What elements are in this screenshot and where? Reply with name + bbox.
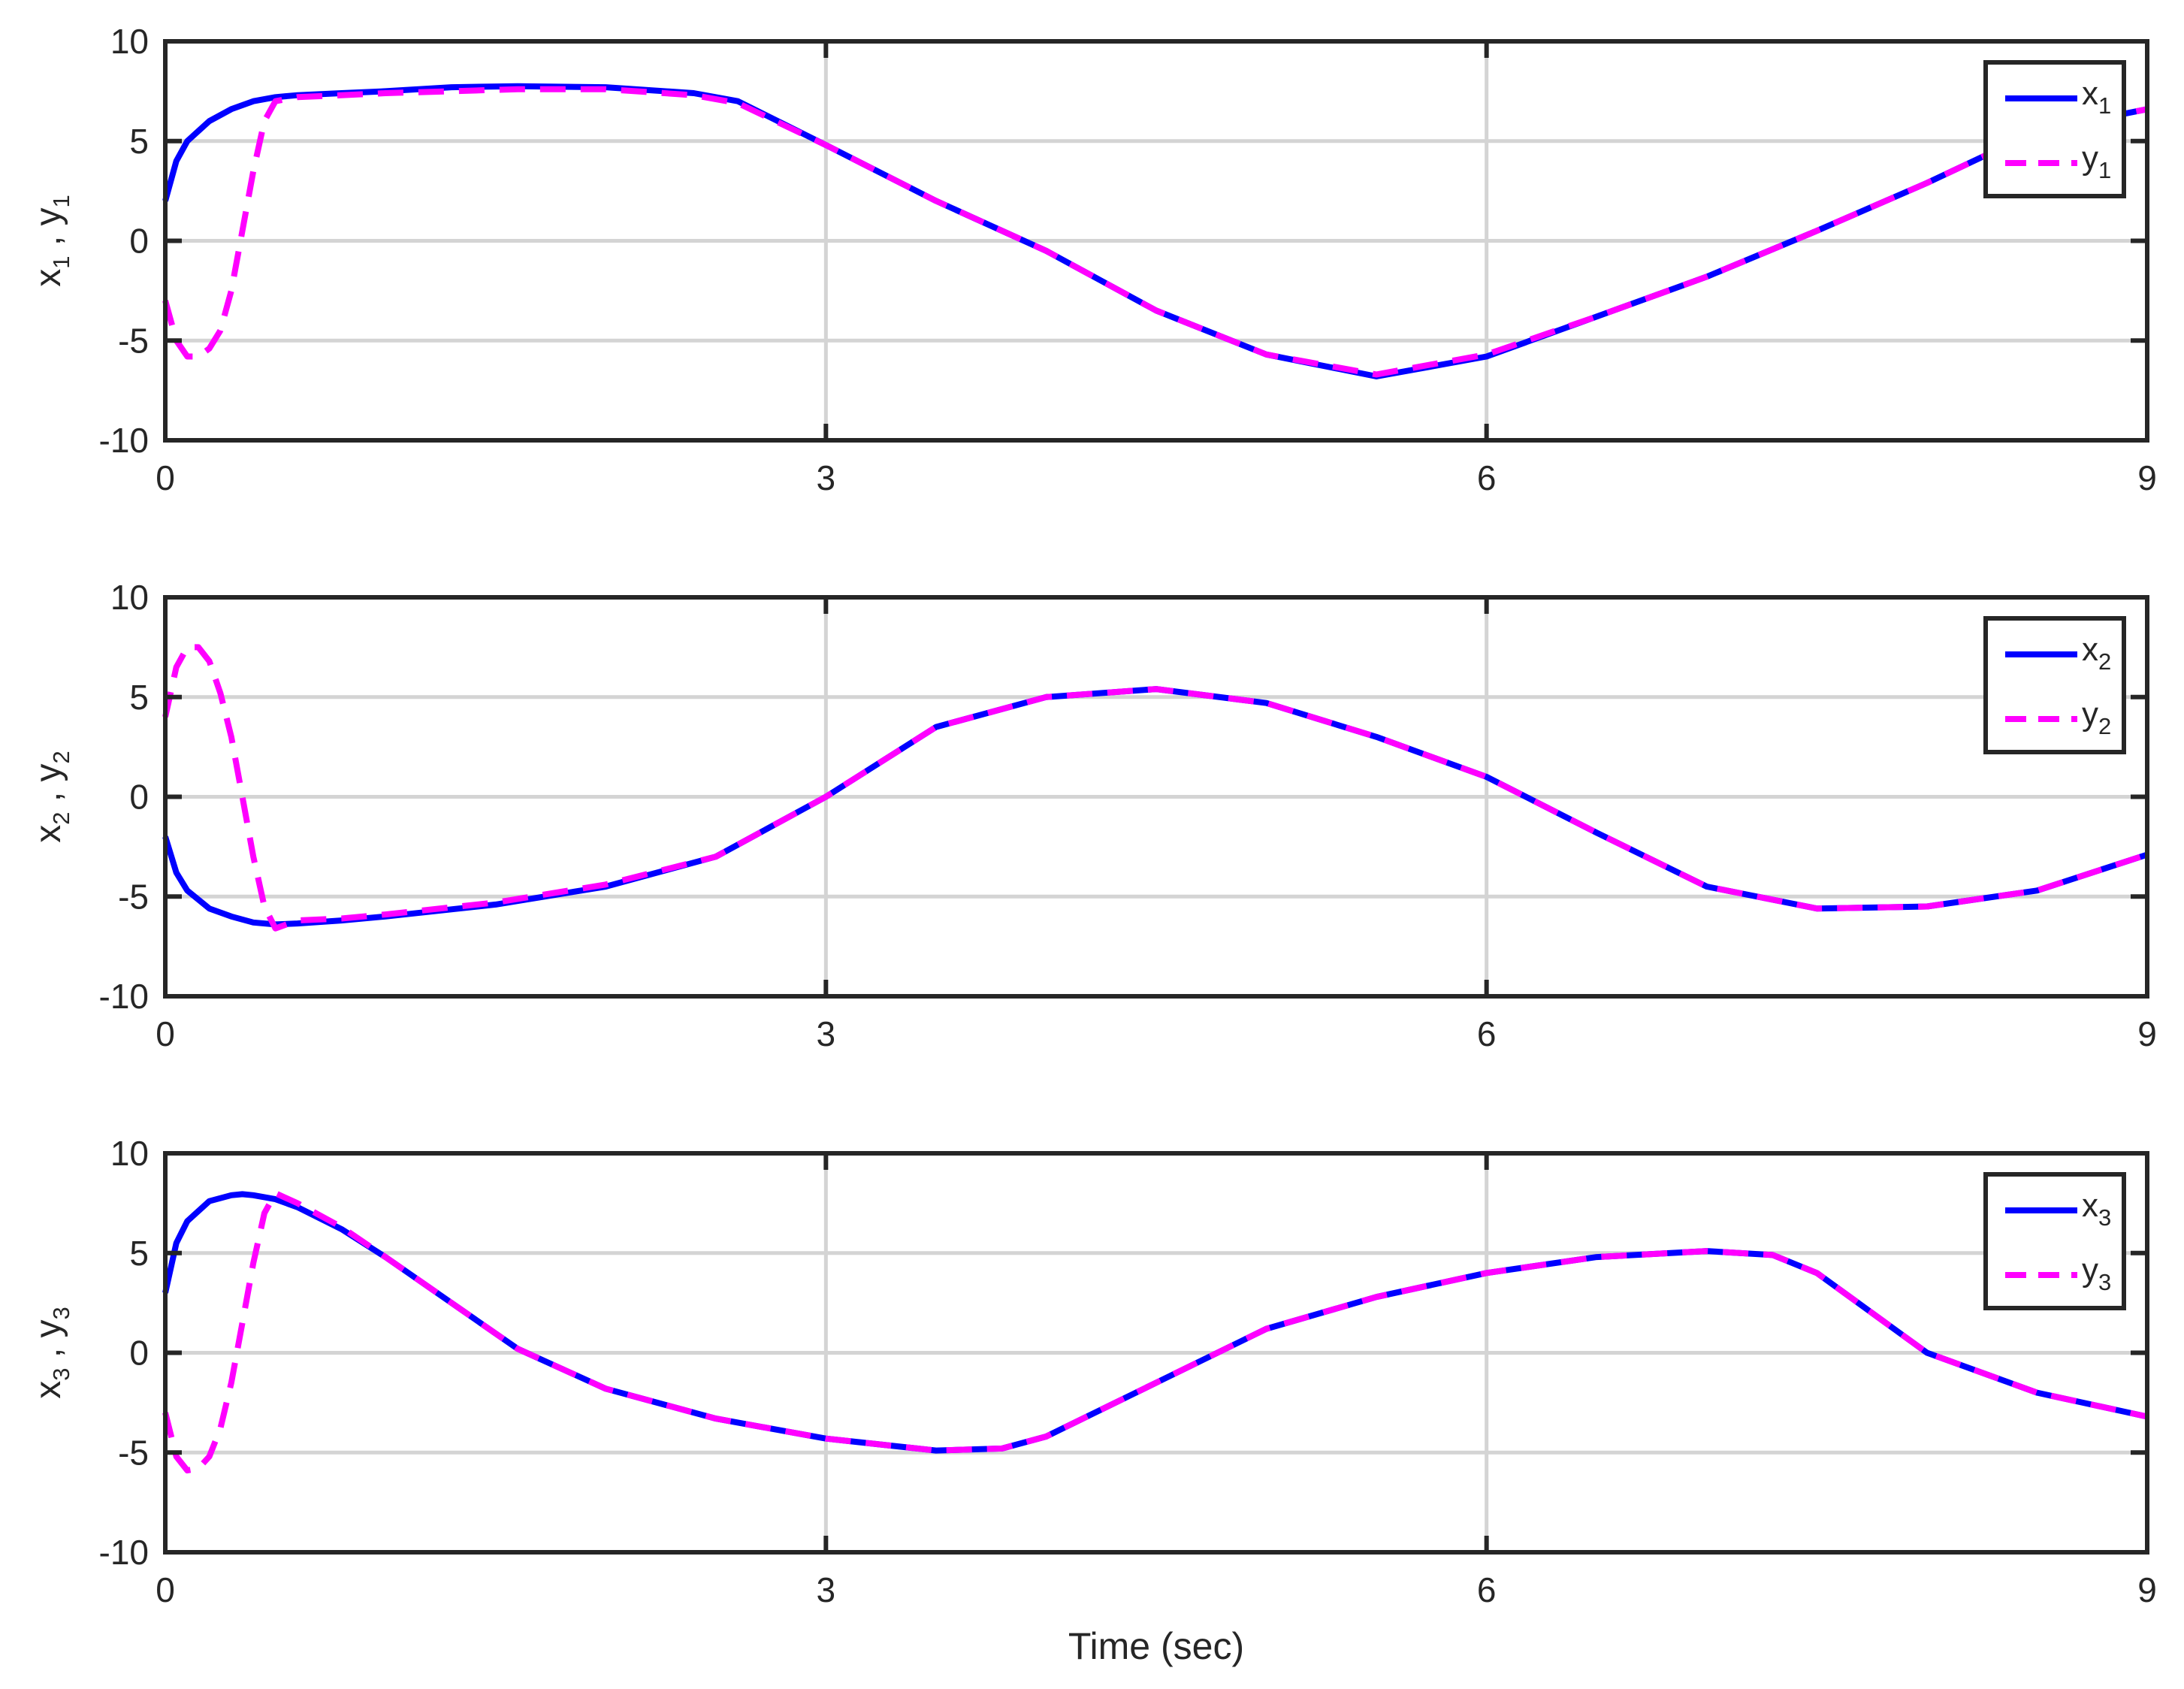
y-tick-label: 0 <box>129 778 149 817</box>
y-tick-label: -10 <box>99 421 149 460</box>
y-tick-label: -10 <box>99 977 149 1016</box>
legend-label-y1: y1 <box>2082 140 2111 183</box>
y-tick-label: 0 <box>129 222 149 261</box>
series-line-y1 <box>162 86 2148 378</box>
series-line-y2 <box>162 644 2149 932</box>
legend-box <box>1983 60 2126 198</box>
legend-label-x3: x3 <box>2082 1187 2111 1231</box>
legend-box <box>1983 1172 2126 1310</box>
x-axis-label: Time (sec) <box>1068 1625 1244 1667</box>
series-line-y3 <box>162 1190 2148 1474</box>
y-axis-label: x2 , y2 <box>29 751 74 843</box>
x-tick-label: 6 <box>1477 1014 1497 1053</box>
y-tick-label: 10 <box>110 22 149 61</box>
y-tick-label: -5 <box>118 321 149 360</box>
y-tick-label: 5 <box>129 1234 149 1273</box>
legend-label-x2: x2 <box>2082 631 2111 675</box>
x-tick-label: 3 <box>817 1014 836 1053</box>
y-tick-label: 10 <box>110 1134 149 1173</box>
x-tick-label: 3 <box>817 1570 836 1609</box>
x-tick-label: 9 <box>2137 1014 2157 1053</box>
x-tick-label: 0 <box>156 1014 175 1053</box>
series-line-x3 <box>162 1191 2148 1454</box>
y-axis-label: x1 , y1 <box>29 195 74 287</box>
x-tick-label: 0 <box>156 1570 175 1609</box>
y-tick-label: -10 <box>99 1533 149 1572</box>
x-tick-label: 3 <box>817 458 836 497</box>
legend-label-x1: x1 <box>2082 75 2111 119</box>
y-tick-label: -5 <box>118 1433 149 1472</box>
y-tick-label: 0 <box>129 1334 149 1373</box>
legend-label-y2: y2 <box>2082 696 2111 739</box>
legend-box <box>1983 616 2126 754</box>
x-tick-label: 0 <box>156 458 175 497</box>
x-tick-label: 6 <box>1477 458 1497 497</box>
y-tick-label: 10 <box>110 578 149 617</box>
y-tick-label: -5 <box>118 877 149 916</box>
y-tick-label: 5 <box>129 678 149 717</box>
x-tick-label: 9 <box>2137 1570 2157 1609</box>
x-tick-label: 9 <box>2137 458 2157 497</box>
legend-label-y3: y3 <box>2082 1252 2111 1295</box>
x-tick-label: 6 <box>1477 1570 1497 1609</box>
y-axis-label: x3 , y3 <box>29 1307 74 1399</box>
y-tick-label: 5 <box>129 122 149 161</box>
